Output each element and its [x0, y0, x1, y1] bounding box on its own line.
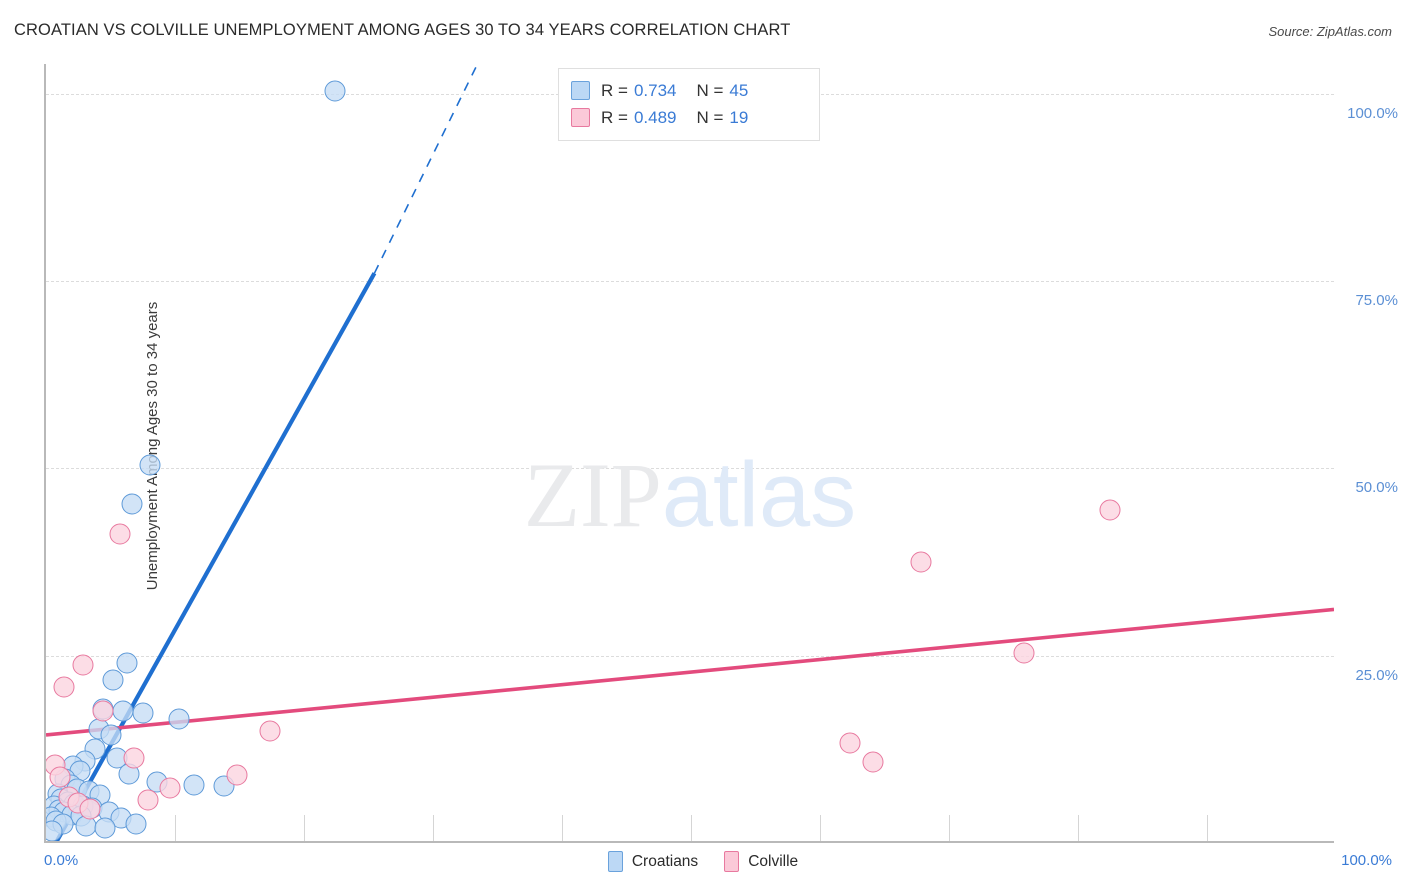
scatter-point-blue: [46, 820, 63, 841]
scatter-point-pink: [123, 747, 145, 769]
series-label: Croatians: [631, 852, 699, 870]
scatter-point-pink: [1099, 499, 1121, 521]
y-axis-tick-label: 100.0%: [1347, 104, 1398, 122]
r-label: R =: [601, 80, 628, 100]
gridline: [46, 655, 1334, 657]
x-axis-tick: [691, 815, 692, 841]
scatter-point-pink: [109, 523, 131, 545]
y-axis-tick-label: 25.0%: [1355, 666, 1398, 684]
scatter-point-blue: [112, 700, 134, 722]
n-value: 45: [729, 80, 749, 100]
series-label: Colville: [748, 852, 799, 870]
series-swatch-colville: [724, 851, 740, 872]
n-value: 19: [729, 107, 749, 127]
page-title: CROATIAN VS COLVILLE UNEMPLOYMENT AMONG …: [14, 21, 791, 39]
zipatlas-watermark: ZIPatlas: [524, 449, 856, 541]
scatter-point-pink: [72, 654, 94, 676]
x-axis-max-label: 100.0%: [1341, 852, 1392, 869]
scatter-point-pink: [862, 751, 884, 773]
scatter-point-blue: [132, 702, 154, 724]
source-attribution: Source: ZipAtlas.com: [1268, 24, 1392, 39]
trend-line-croatians: [373, 64, 479, 274]
legend-swatch-croatians: [571, 81, 590, 100]
scatter-point-blue: [324, 80, 346, 102]
x-axis-tick: [304, 815, 305, 841]
scatter-point-blue: [100, 724, 121, 746]
x-axis-tick: [820, 815, 821, 841]
trend-line-colville: [46, 607, 1334, 737]
x-axis-tick: [562, 815, 563, 841]
plot-inner: ZIPatlas: [46, 64, 1334, 841]
x-axis-tick: [1207, 815, 1208, 841]
gridline: [46, 468, 1334, 470]
series-legend: Croatians Colville: [0, 851, 1406, 872]
scatter-point-pink: [53, 676, 75, 698]
scatter-point-blue: [121, 493, 143, 515]
scatter-point-blue: [139, 454, 161, 476]
scatter-point-pink: [92, 700, 114, 722]
x-axis-tick: [949, 815, 950, 841]
y-axis-tick-label: 75.0%: [1355, 292, 1398, 310]
scatter-point-pink: [137, 789, 159, 811]
scatter-point-blue: [168, 708, 190, 730]
r-value: 0.734: [633, 80, 677, 100]
watermark-zip: ZIP: [523, 444, 662, 546]
n-label: N =: [696, 107, 724, 127]
legend-swatch-colville: [571, 108, 590, 127]
scatter-point-pink: [910, 551, 932, 573]
scatter-point-pink: [159, 777, 181, 799]
series-legend-item-croatians[interactable]: Croatians: [607, 851, 699, 872]
scatter-point-pink: [79, 798, 101, 820]
x-axis-tick: [1078, 815, 1079, 841]
scatter-point-pink: [1013, 642, 1035, 664]
r-value: 0.489: [633, 107, 677, 127]
stat-row: R = 0.734 N = 45: [571, 77, 807, 104]
r-label: R =: [601, 107, 628, 127]
scatter-point-blue: [102, 669, 124, 691]
stat-row: R = 0.489 N = 19: [571, 104, 807, 131]
x-axis-tick: [433, 815, 434, 841]
scatter-point-blue: [183, 774, 205, 796]
scatter-point-pink: [49, 766, 71, 788]
scatter-point-pink: [839, 732, 861, 754]
x-axis-tick: [175, 815, 176, 841]
gridline: [46, 281, 1334, 283]
scatter-point-blue: [94, 817, 116, 839]
series-swatch-croatians: [607, 851, 623, 872]
n-label: N =: [696, 80, 724, 100]
correlation-stats-legend: R = 0.734 N = 45 R = 0.489 N = 19: [558, 68, 820, 141]
trend-lines: [46, 64, 1334, 841]
x-axis-min-label: 0.0%: [44, 852, 79, 869]
series-legend-item-colville[interactable]: Colville: [724, 851, 798, 872]
watermark-atlas: atlas: [661, 444, 857, 546]
scatter-point-blue: [125, 813, 147, 835]
scatter-point-pink: [259, 720, 281, 742]
scatter-point-blue: [116, 652, 138, 674]
plot-area: ZIPatlas: [44, 64, 1334, 843]
scatter-point-pink: [226, 764, 248, 786]
y-axis-tick-label: 50.0%: [1355, 479, 1398, 497]
